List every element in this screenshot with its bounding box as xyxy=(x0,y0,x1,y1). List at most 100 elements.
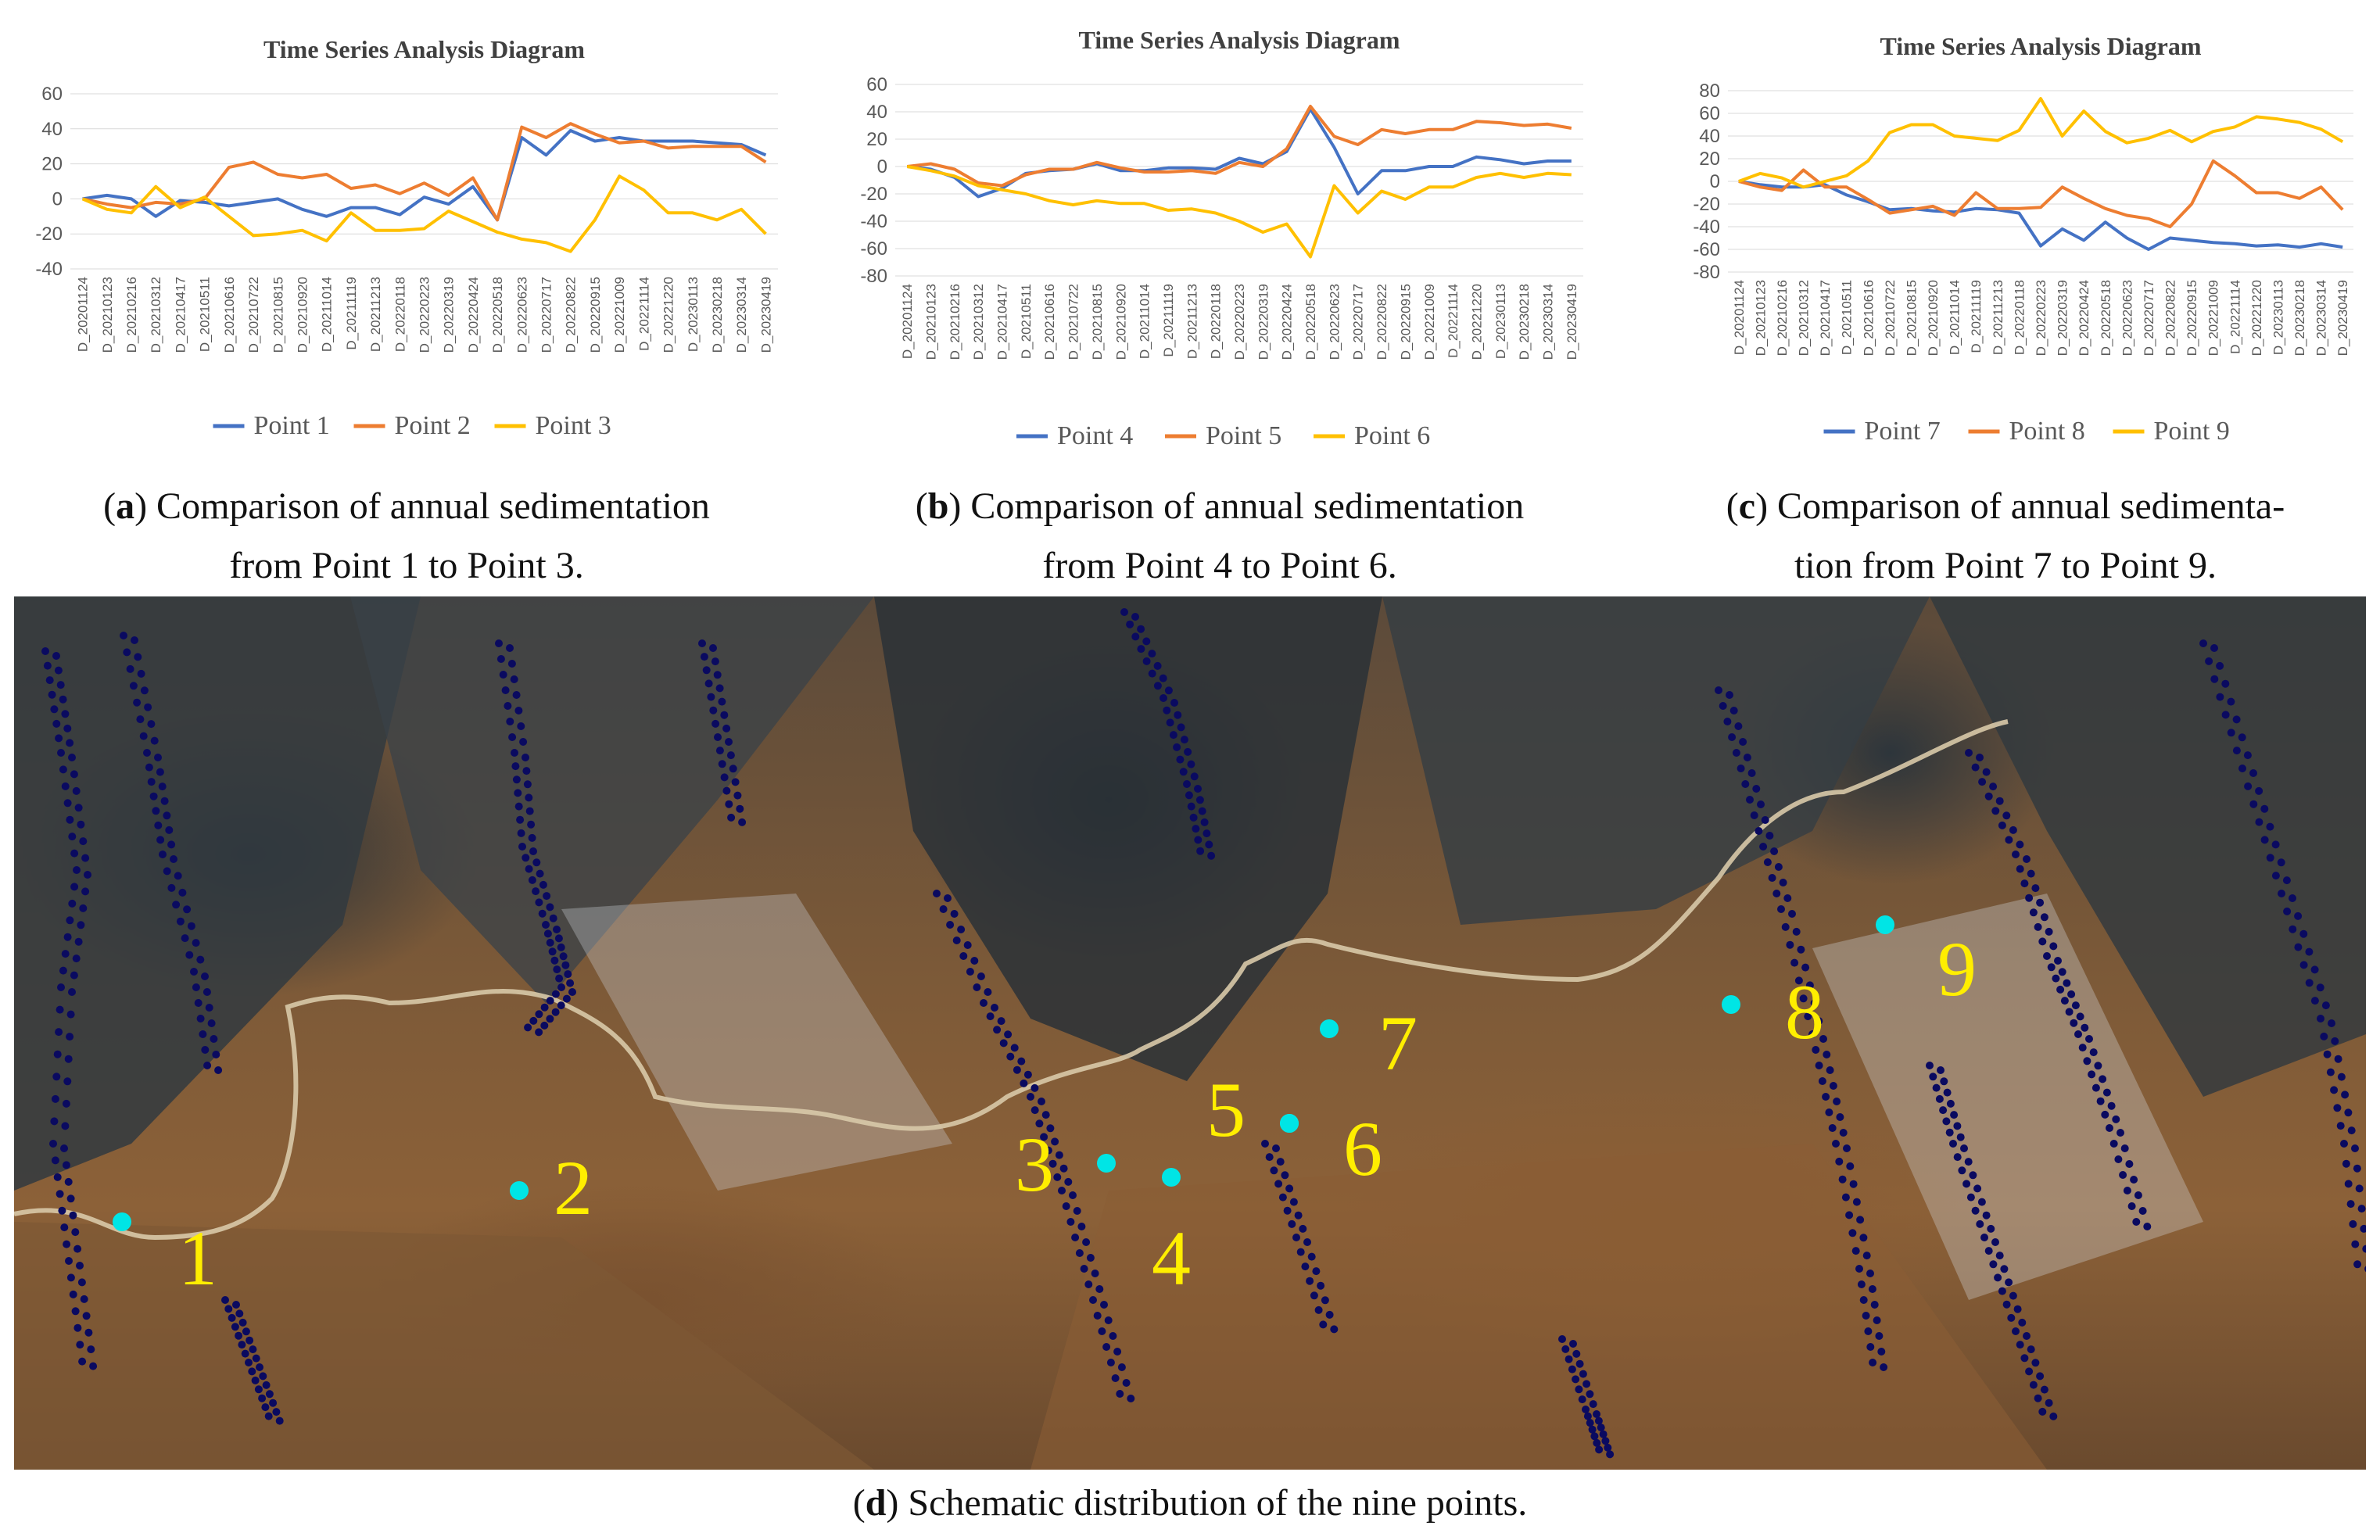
scatter-dot xyxy=(991,1004,998,1012)
scatter-dot xyxy=(548,947,557,956)
scatter-dot xyxy=(73,1245,82,1253)
scatter-dot xyxy=(214,1066,223,1074)
scatter-dot xyxy=(1109,1332,1117,1340)
scatter-dot xyxy=(1142,657,1151,665)
scatter-dot xyxy=(2336,1122,2345,1130)
scatter-dot xyxy=(205,1004,213,1012)
scatter-dot xyxy=(1027,1093,1034,1101)
scatter-dot xyxy=(167,840,176,849)
scatter-dot xyxy=(1030,1083,1039,1092)
x-tick-label: D_20210616 xyxy=(1861,280,1876,356)
scatter-dot xyxy=(2205,657,2213,665)
scatter-dot xyxy=(2067,990,2076,998)
scatter-dot xyxy=(48,690,56,699)
scatter-dot xyxy=(711,657,719,666)
scatter-dot xyxy=(1859,1234,1868,1242)
scatter-dot xyxy=(506,718,514,725)
scatter-dot xyxy=(2323,1050,2332,1058)
scatter-dot xyxy=(2056,985,2065,994)
scatter-dot xyxy=(55,1028,63,1037)
scatter-dot xyxy=(54,666,63,675)
scatter-dot xyxy=(2038,937,2047,946)
scatter-dot xyxy=(2012,851,2020,858)
scatter-dot xyxy=(1953,1122,1962,1130)
scatter-dot xyxy=(1848,1229,1857,1237)
scatter-dot xyxy=(1838,1175,1847,1184)
scatter-dot xyxy=(1719,702,1727,710)
scatter-dot xyxy=(70,849,79,858)
scatter-dot xyxy=(89,1362,98,1370)
scatter-dot xyxy=(511,749,518,757)
scatter-dot xyxy=(2299,929,2308,938)
scatter-dot xyxy=(1940,1077,1948,1086)
scatter-dot xyxy=(68,899,77,908)
scatter-dot xyxy=(1017,1057,1026,1065)
scatter-dot xyxy=(156,836,165,844)
scatter-dot xyxy=(2038,1407,2047,1416)
x-tick-label: D_20220424 xyxy=(2077,280,2091,356)
scatter-dot xyxy=(84,871,91,879)
x-tick-label: D_20211119 xyxy=(344,277,359,350)
x-tick-label: D_20220518 xyxy=(490,277,505,353)
scatter-dot xyxy=(1582,1406,1590,1413)
x-tick-label: D_20210511 xyxy=(1840,280,1855,355)
x-tick-label: D_20210123 xyxy=(924,284,939,360)
scatter-dot xyxy=(997,1017,1005,1026)
scatter-dot xyxy=(82,1312,91,1320)
scatter-dot xyxy=(61,1122,70,1130)
scatter-dot xyxy=(2049,942,2058,951)
scatter-dot xyxy=(2049,1412,2058,1420)
scatter-dot xyxy=(1578,1395,1586,1404)
scatter-dot xyxy=(1926,1062,1934,1069)
scatter-dot xyxy=(986,1012,995,1021)
scatter-dot xyxy=(720,711,729,719)
scatter-dot xyxy=(74,937,83,946)
scatter-dot xyxy=(1942,1117,1951,1126)
scatter-dot xyxy=(1004,1030,1013,1039)
legend-label: Point 2 xyxy=(395,411,471,440)
scatter-dot xyxy=(2081,1023,2089,1032)
legend-label: Point 6 xyxy=(1354,421,1430,450)
scatter-dot xyxy=(551,1008,560,1016)
scatter-dot xyxy=(139,732,148,740)
scatter-dot xyxy=(1159,674,1167,682)
scatter-dot xyxy=(1179,768,1188,776)
scatter-dot xyxy=(722,724,731,732)
scatter-dot xyxy=(2054,957,2062,965)
point-label-1: 1 xyxy=(178,1215,217,1302)
scatter-dot xyxy=(525,865,533,873)
series-line-point-9 xyxy=(1738,97,2344,189)
chart-title: Time Series Analysis Diagram xyxy=(1880,32,2202,60)
scatter-dot xyxy=(2047,963,2056,972)
y-tick-label: 60 xyxy=(866,74,887,95)
scatter-dot xyxy=(2002,1300,2011,1309)
scatter-dot xyxy=(1292,1234,1300,1241)
scatter-dot xyxy=(1120,608,1128,616)
scatter-dot xyxy=(238,1318,247,1327)
scatter-dot xyxy=(56,681,65,689)
scatter-dot xyxy=(2328,1019,2335,1027)
scatter-dot xyxy=(726,751,735,760)
scatter-dot xyxy=(1035,1119,1044,1128)
scatter-dot xyxy=(1194,836,1203,844)
scatter-dot xyxy=(79,837,88,846)
scatter-dot xyxy=(1314,1305,1323,1314)
scatter-dot xyxy=(77,820,85,829)
scatter-dot xyxy=(2043,952,2051,960)
scatter-dot xyxy=(61,782,70,790)
scatter-dot xyxy=(1013,1065,1021,1074)
x-tick-label: D_20210920 xyxy=(1926,280,1941,356)
y-tick-label: -60 xyxy=(1693,239,1720,260)
point-marker-8 xyxy=(1722,995,1740,1014)
scatter-dot xyxy=(1971,1206,1980,1215)
scatter-dot xyxy=(1856,1216,1865,1224)
point-marker-2 xyxy=(510,1181,529,1200)
scatter-dot xyxy=(238,1341,246,1349)
scatter-dot xyxy=(551,990,560,998)
scatter-dot xyxy=(1788,910,1796,918)
y-tick-label: 40 xyxy=(1699,126,1720,147)
scatter-dot xyxy=(55,734,63,743)
scatter-dot xyxy=(65,1257,73,1265)
scatter-dot xyxy=(1053,1173,1062,1181)
scatter-dot xyxy=(1594,1416,1603,1425)
